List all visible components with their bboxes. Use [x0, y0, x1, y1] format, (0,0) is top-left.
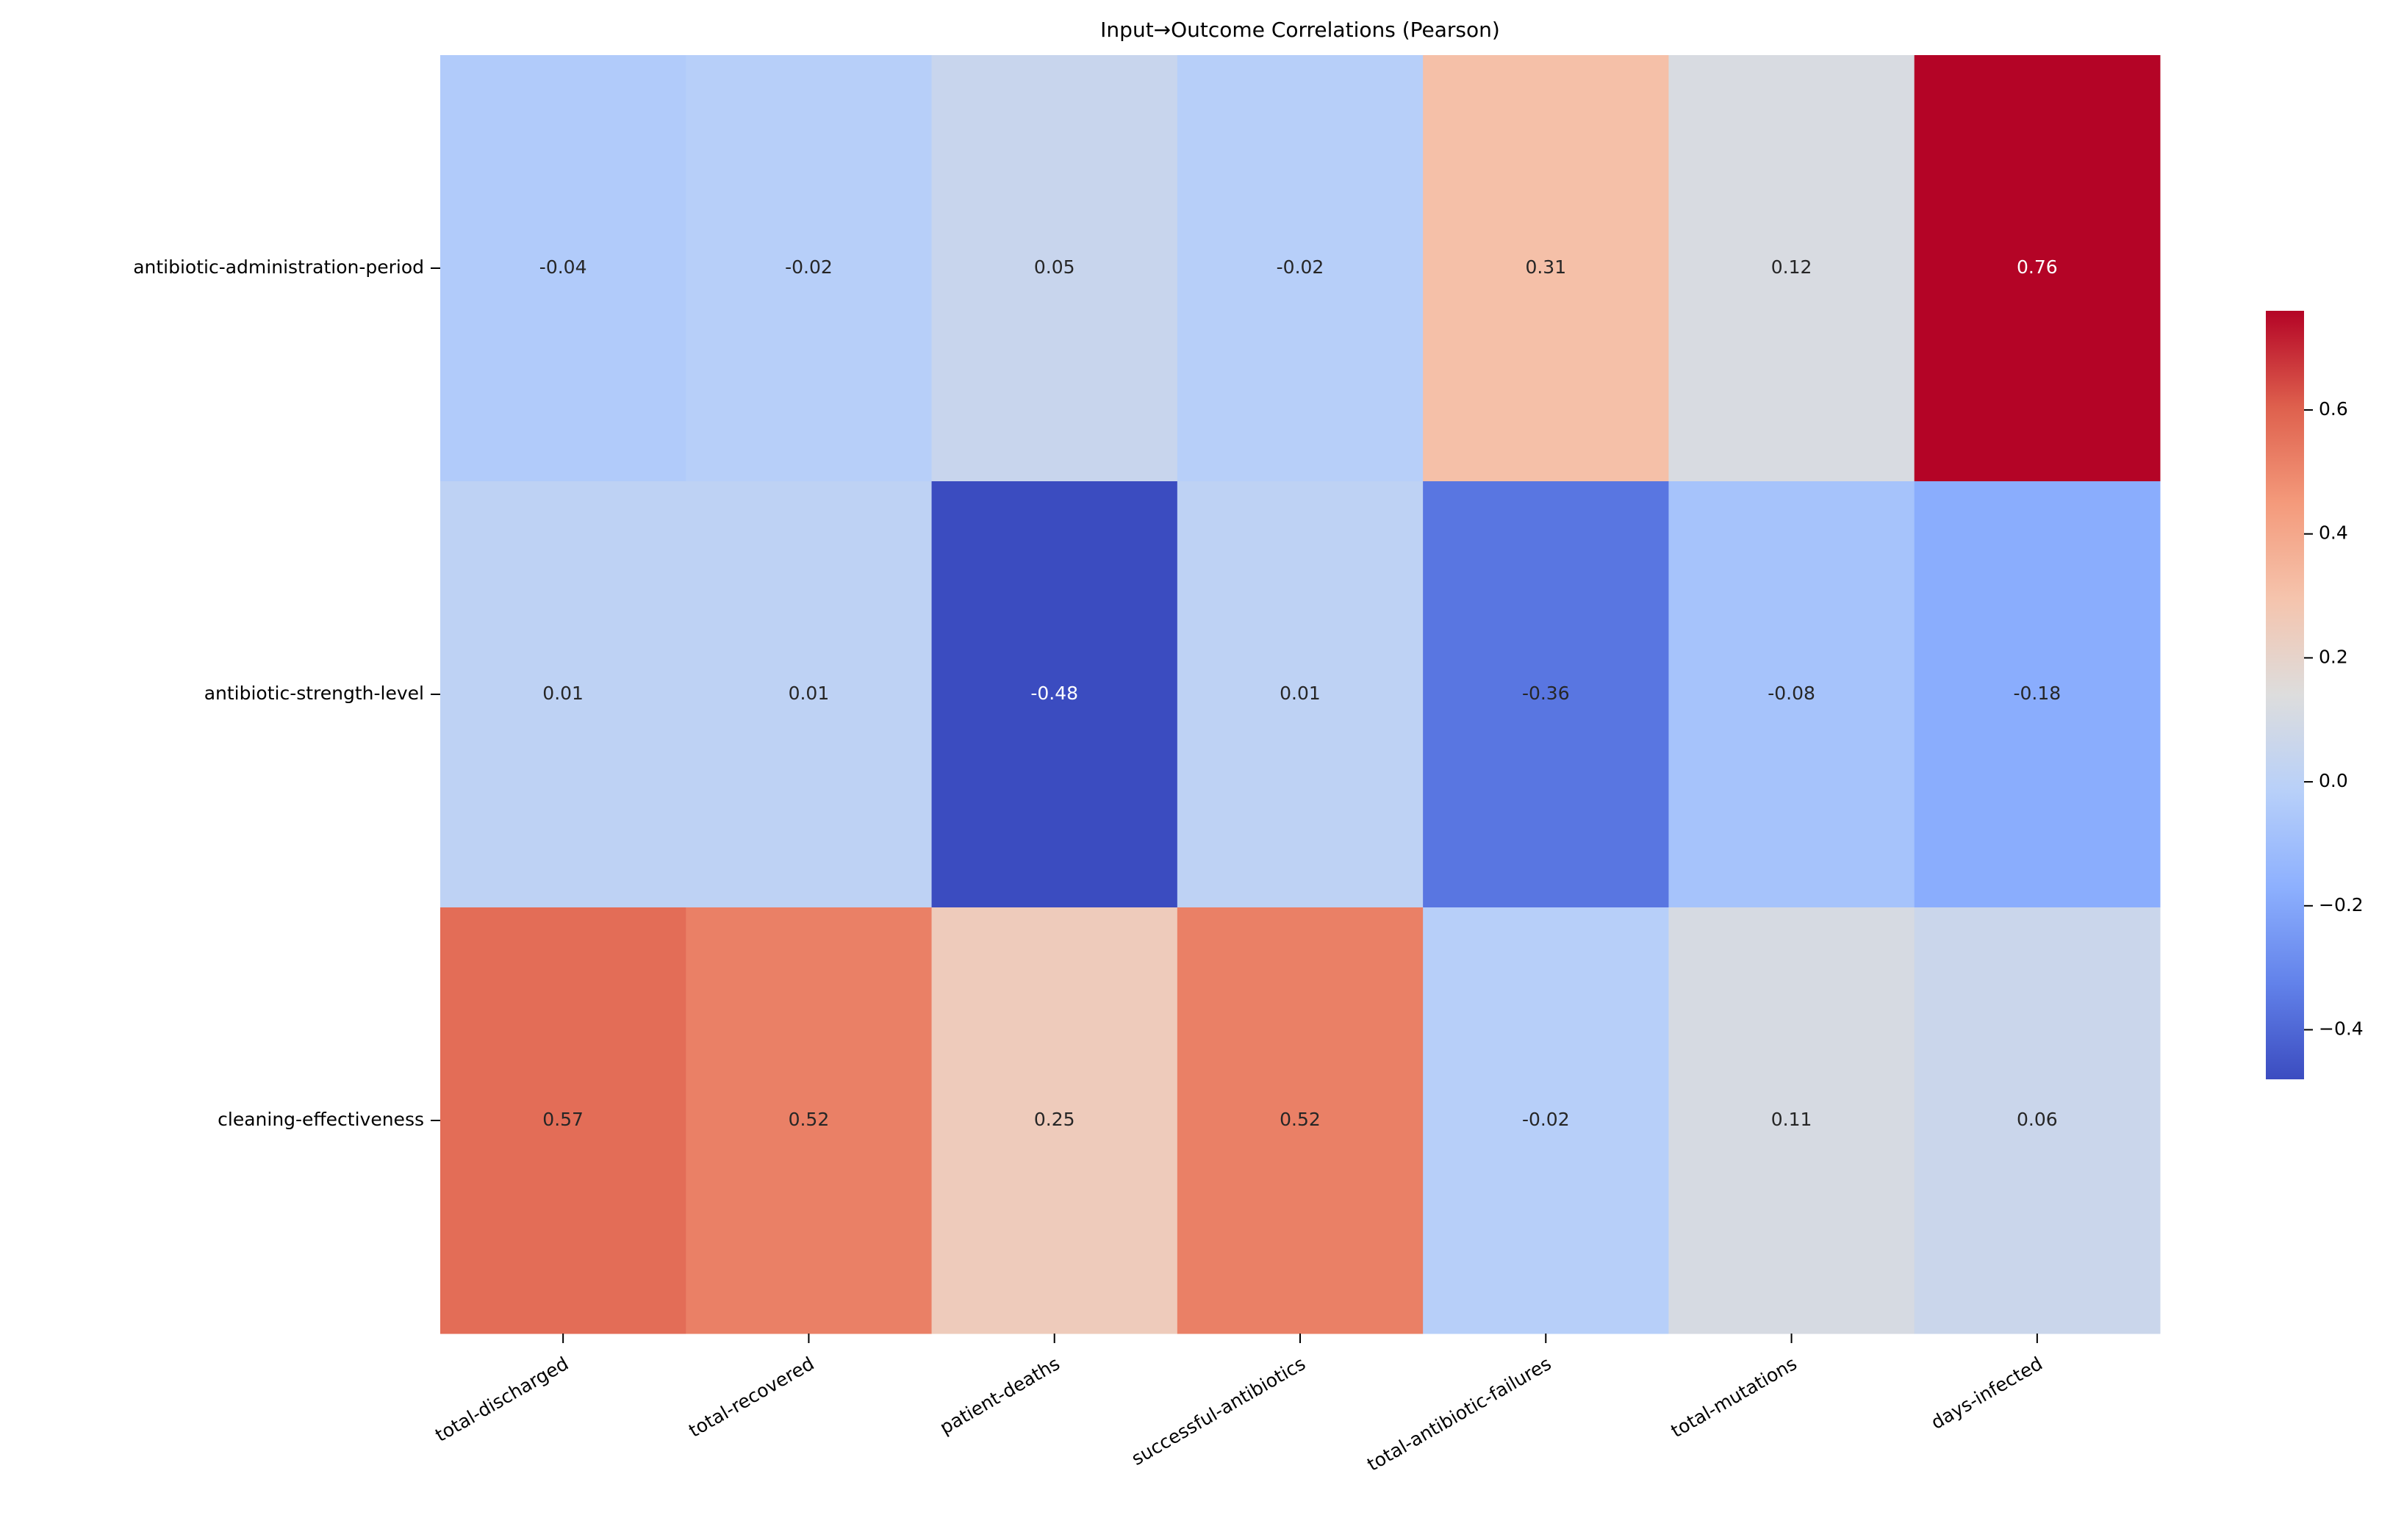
- cell-label: 0.01: [1280, 683, 1321, 704]
- heatmap-cell: [1423, 907, 1669, 1334]
- cell-label: -0.02: [1522, 1109, 1570, 1130]
- x-tick-label: days-infected: [1927, 1353, 2046, 1433]
- heatmap-cell: [931, 55, 1178, 482]
- cell-label: -0.48: [1030, 683, 1078, 704]
- heatmap-cell: [686, 907, 933, 1334]
- heatmap-cell: [1177, 55, 1424, 482]
- y-tick-label: antibiotic-administration-period: [133, 256, 424, 278]
- colorbar-tick-label: 0.0: [2319, 770, 2348, 791]
- heatmap-cell: [1914, 481, 2161, 908]
- chart-title: Input→Outcome Correlations (Pearson): [1100, 18, 1500, 42]
- cell-label: 0.52: [1280, 1109, 1321, 1130]
- cell-label: 0.57: [542, 1109, 584, 1130]
- x-tick-label: successful-antibiotics: [1128, 1353, 1310, 1469]
- heatmap-cell: [931, 907, 1178, 1334]
- heatmap-cell: [440, 481, 686, 908]
- cell-label: -0.04: [539, 256, 587, 278]
- heatmap-cell: [1423, 481, 1669, 908]
- colorbar-tick-label: 0.6: [2319, 398, 2348, 420]
- heatmap-cell: [931, 481, 1178, 908]
- heatmap-cell: [1668, 907, 1915, 1334]
- cell-label: 0.11: [1771, 1109, 1812, 1130]
- x-tick-label: total-recovered: [685, 1353, 817, 1442]
- cell-label: 0.06: [2017, 1109, 2058, 1130]
- colorbar-tick-label: −0.4: [2319, 1018, 2364, 1040]
- heatmap-cell: [1668, 481, 1915, 908]
- colorbar-tick-label: −0.2: [2319, 894, 2364, 915]
- heatmap-cell: [1914, 907, 2161, 1334]
- cell-label: -0.02: [785, 256, 833, 278]
- cell-label: -0.02: [1277, 256, 1324, 278]
- cell-label: 0.05: [1034, 256, 1075, 278]
- cell-label: 0.01: [789, 683, 830, 704]
- x-tick-label: total-mutations: [1668, 1353, 1801, 1442]
- cell-label: 0.25: [1034, 1109, 1075, 1130]
- cell-label: -0.08: [1768, 683, 1815, 704]
- y-tick-label: cleaning-effectiveness: [218, 1109, 424, 1130]
- x-tick-label: total-discharged: [431, 1353, 572, 1446]
- heatmap-cell: [1423, 55, 1669, 482]
- cell-label: -0.36: [1522, 683, 1570, 704]
- x-tick-label: total-antibiotic-failures: [1363, 1353, 1554, 1475]
- heatmap-cell: [440, 55, 686, 482]
- cell-label: -0.18: [2014, 683, 2062, 704]
- heatmap-cell: [1668, 55, 1915, 482]
- heatmap-cell: [440, 907, 686, 1334]
- colorbar-tick-label: 0.4: [2319, 522, 2348, 544]
- x-tick-label: patient-deaths: [936, 1353, 1063, 1439]
- heatmap-cell: [686, 481, 933, 908]
- heatmap-cell: [686, 55, 933, 482]
- cell-label: 0.76: [2017, 256, 2058, 278]
- cell-label: 0.31: [1525, 256, 1566, 278]
- cell-label: 0.01: [542, 683, 584, 704]
- colorbar: [2266, 311, 2304, 1079]
- cell-label: 0.12: [1771, 256, 1812, 278]
- cell-label: 0.52: [789, 1109, 830, 1130]
- colorbar-tick-label: 0.2: [2319, 646, 2348, 667]
- heatmap-cell: [1177, 907, 1424, 1334]
- y-tick-label: antibiotic-strength-level: [204, 683, 424, 704]
- heatmap-cell: [1914, 55, 2161, 482]
- heatmap-cell: [1177, 481, 1424, 908]
